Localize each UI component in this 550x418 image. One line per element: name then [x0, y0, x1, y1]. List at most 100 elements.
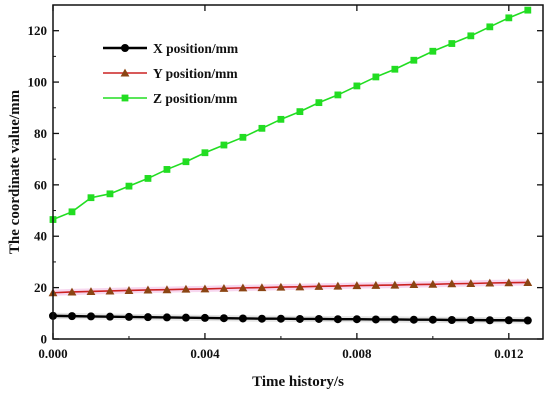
data-point [334, 91, 342, 99]
x-axis-title: Time history/s [252, 374, 344, 390]
data-point [524, 6, 532, 14]
legend-label: Y position/mm [153, 66, 238, 81]
data-point [523, 316, 532, 325]
data-point [428, 279, 438, 288]
y-tick-label: 80 [34, 126, 47, 141]
data-point [200, 284, 210, 293]
data-point [163, 166, 171, 173]
data-point [333, 315, 342, 324]
legend: X position/mm Y position/mm Z position/mm [103, 41, 239, 106]
data-point [504, 278, 514, 287]
data-point [485, 316, 494, 325]
data-point [410, 56, 418, 64]
data-point [162, 313, 171, 322]
data-point [182, 158, 190, 166]
series-2 [48, 278, 533, 297]
data-point [258, 124, 266, 132]
data-point [277, 115, 285, 123]
plot-frame [52, 4, 544, 340]
data-point [428, 315, 437, 324]
data-point [219, 314, 228, 323]
series-layer [48, 6, 533, 325]
data-point [257, 314, 266, 323]
legend-label: X position/mm [153, 41, 239, 56]
data-point [333, 281, 343, 290]
data-point [371, 280, 381, 289]
y-tick-label: 100 [28, 75, 48, 90]
data-point [162, 285, 172, 294]
data-point [505, 14, 513, 22]
y-axis-ticks: 0 20 40 60 80 100 120 [28, 23, 543, 347]
x-tick-label: 0.008 [342, 346, 372, 361]
data-point [372, 73, 380, 81]
data-point [409, 280, 419, 289]
data-point [448, 40, 456, 47]
data-point [295, 314, 304, 323]
legend-label: Z position/mm [153, 91, 238, 106]
data-point [125, 182, 133, 190]
data-point [314, 314, 323, 323]
x-tick-label: 0.000 [38, 346, 67, 361]
data-point [523, 278, 533, 286]
data-point [276, 282, 286, 291]
data-point [409, 315, 418, 324]
data-point [504, 316, 513, 325]
data-point [121, 44, 129, 52]
data-point [67, 312, 76, 321]
data-point [124, 312, 133, 321]
data-point [86, 312, 95, 321]
y-tick-label: 40 [34, 229, 47, 244]
data-point [238, 283, 248, 292]
data-point [296, 108, 304, 116]
legend-item: Z position/mm [103, 91, 238, 106]
data-point [121, 94, 129, 102]
data-point [143, 285, 153, 294]
series-1 [49, 311, 532, 325]
data-point [276, 314, 285, 323]
y-tick-label: 60 [34, 177, 47, 192]
series-line [52, 9, 529, 221]
series-3 [49, 6, 532, 223]
data-point [352, 315, 361, 324]
data-point [429, 47, 437, 55]
y-axis-title: The coordinate value/mm [7, 89, 23, 254]
data-point [352, 281, 362, 290]
data-point [219, 283, 229, 292]
series-line [52, 281, 528, 294]
data-point [200, 313, 209, 322]
data-point [201, 149, 209, 157]
data-point [390, 280, 400, 289]
data-point [466, 315, 475, 324]
data-point [447, 279, 457, 288]
y-tick-label: 20 [34, 280, 47, 295]
data-point [87, 194, 95, 202]
data-point [314, 281, 324, 290]
data-point [353, 82, 361, 90]
data-point [486, 23, 494, 31]
x-tick-label: 0.012 [494, 346, 523, 361]
data-point [315, 99, 323, 107]
data-point [485, 278, 495, 287]
data-point [143, 313, 152, 322]
y-tick-label: 120 [28, 23, 48, 38]
data-point [295, 282, 305, 291]
data-point [238, 314, 247, 323]
data-point [124, 286, 134, 294]
x-tick-label: 0.004 [190, 346, 220, 361]
data-point [466, 279, 476, 288]
data-point [239, 133, 247, 141]
data-point [68, 208, 76, 216]
data-point [391, 65, 399, 73]
data-point [144, 175, 152, 182]
data-point [86, 287, 96, 295]
data-point [447, 315, 456, 324]
y-tick-label: 0 [41, 332, 48, 347]
data-point [181, 284, 191, 293]
data-point [371, 315, 380, 324]
data-point [105, 286, 115, 295]
data-point [105, 312, 114, 321]
data-point [67, 287, 77, 296]
data-point [467, 32, 475, 40]
